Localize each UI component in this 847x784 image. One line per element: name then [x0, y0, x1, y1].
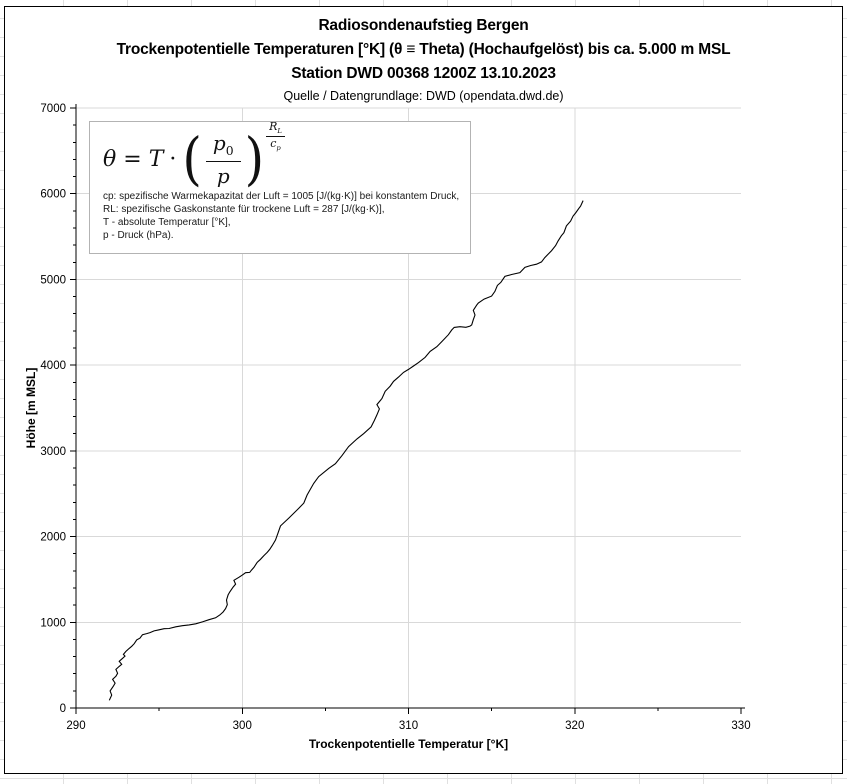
- svg-text:290: 290: [66, 720, 85, 732]
- x-tick-labels: 290 300 310 320 330: [66, 720, 750, 732]
- formula-description-line-3: T - absolute Temperatur [°K],: [103, 217, 231, 228]
- formula-T: T: [148, 146, 164, 172]
- svg-text:310: 310: [399, 720, 418, 732]
- svg-text:7000: 7000: [40, 103, 66, 115]
- chart-source-line: Quelle / Datengrundlage: DWD (opendata.d…: [283, 89, 564, 103]
- formula-description-line-4: p - Druck (hPa).: [103, 230, 174, 241]
- y-tick-labels: 0 1000 2000 3000 4000 5000 6000 7000: [40, 103, 66, 715]
- axes: [75, 104, 745, 709]
- svg-text:6000: 6000: [40, 189, 66, 201]
- chart-title-block: Radiosondenaufstieg Bergen Trockenpotent…: [5, 14, 842, 105]
- svg-text:330: 330: [731, 720, 750, 732]
- svg-text:4000: 4000: [40, 360, 66, 372]
- svg-text:5000: 5000: [40, 274, 66, 286]
- formula-open-paren: (: [182, 125, 202, 193]
- chart-frame[interactable]: 290 300 310 320 330 0 1000 2000 3000 4000 5000 6000…: [4, 6, 843, 774]
- plot-svg: 290 300 310 320 330 0 1000 2000 3000 4000 5000 6000…: [24, 103, 751, 751]
- formula-box: θ = T · ( p0 p ) RL cp cp: spezifische W…: [89, 120, 471, 254]
- theta-formula: θ = T · ( p0 p ) RL cp: [103, 120, 460, 193]
- svg-text:300: 300: [233, 720, 252, 732]
- chart-title-line-2: Trockenpotentielle Temperaturen [°K] (θ …: [116, 41, 731, 58]
- tick-marks: [70, 107, 742, 714]
- y-axis-title: Höhe [m MSL]: [24, 368, 38, 449]
- svg-text:1000: 1000: [40, 617, 66, 629]
- chart-title-line-1: Radiosondenaufstieg Bergen: [318, 17, 529, 34]
- svg-text:320: 320: [565, 720, 584, 732]
- formula-close-paren: ): [244, 125, 265, 193]
- formula-description-line-1: cp: spezifische Warmekapazitat der Luft …: [103, 191, 460, 202]
- formula-exponent-fraction: RL cp: [266, 120, 285, 152]
- svg-text:2000: 2000: [40, 532, 66, 544]
- temperature-profile-line: [108, 200, 584, 701]
- chart-title-line-3: Station DWD 00368 1200Z 13.10.2023: [291, 65, 556, 82]
- svg-text:3000: 3000: [40, 446, 66, 458]
- x-axis-title: Trockenpotentielle Temperatur [°K]: [309, 737, 508, 751]
- formula-pressure-fraction: p0 p: [205, 131, 241, 188]
- formula-dot: ·: [169, 146, 177, 172]
- svg-text:0: 0: [60, 703, 66, 715]
- formula-equals: =: [123, 146, 142, 172]
- formula-description-line-2: RL: spezifische Gaskonstante für trocken…: [103, 204, 385, 215]
- formula-theta: θ: [103, 146, 117, 172]
